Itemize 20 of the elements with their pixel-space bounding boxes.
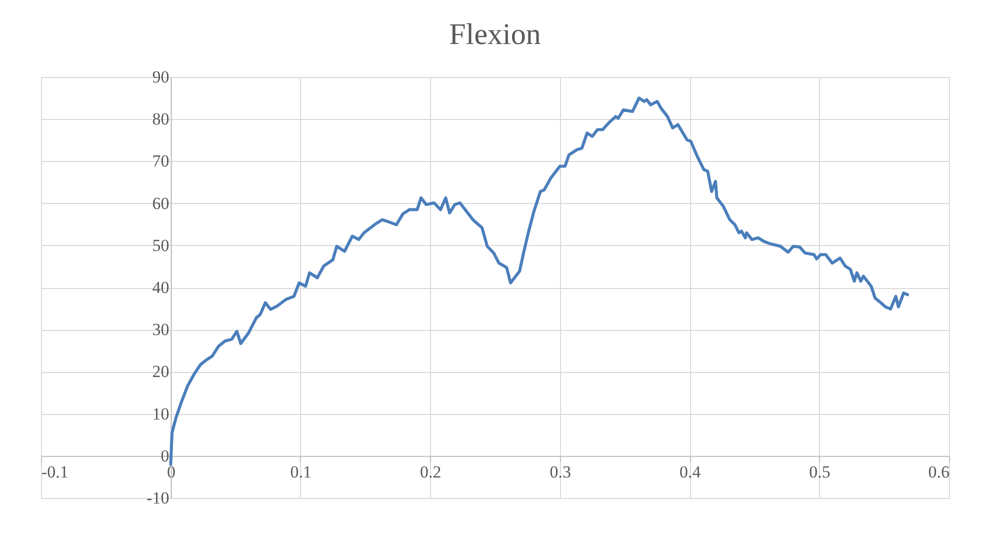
y-tick-label: -10 <box>146 488 170 508</box>
chart-title: Flexion <box>449 18 541 51</box>
y-tick-label: 60 <box>152 194 170 213</box>
y-tick-label: 80 <box>152 110 170 129</box>
x-tick-label: 0.3 <box>550 462 571 482</box>
line-series <box>169 96 909 466</box>
x-tick-label: -0.1 <box>42 462 68 482</box>
y-tick-label: 50 <box>152 236 170 255</box>
y-tick-label: 70 <box>152 152 170 171</box>
x-tick-label: 0.6 <box>928 462 950 482</box>
x-tick-label: 0.2 <box>420 462 442 482</box>
y-tick-label: 20 <box>152 362 170 382</box>
y-tick-label: 90 <box>152 68 170 86</box>
y-tick-label: 30 <box>152 320 170 340</box>
y-tick-label: 40 <box>152 278 170 297</box>
y-tick-label: 0 <box>160 446 170 466</box>
x-tick-label: 0.5 <box>809 462 830 482</box>
x-tick-label: 0.4 <box>679 462 702 482</box>
x-tick-label: 0.1 <box>290 462 312 482</box>
y-tick-label: 10 <box>152 404 170 424</box>
